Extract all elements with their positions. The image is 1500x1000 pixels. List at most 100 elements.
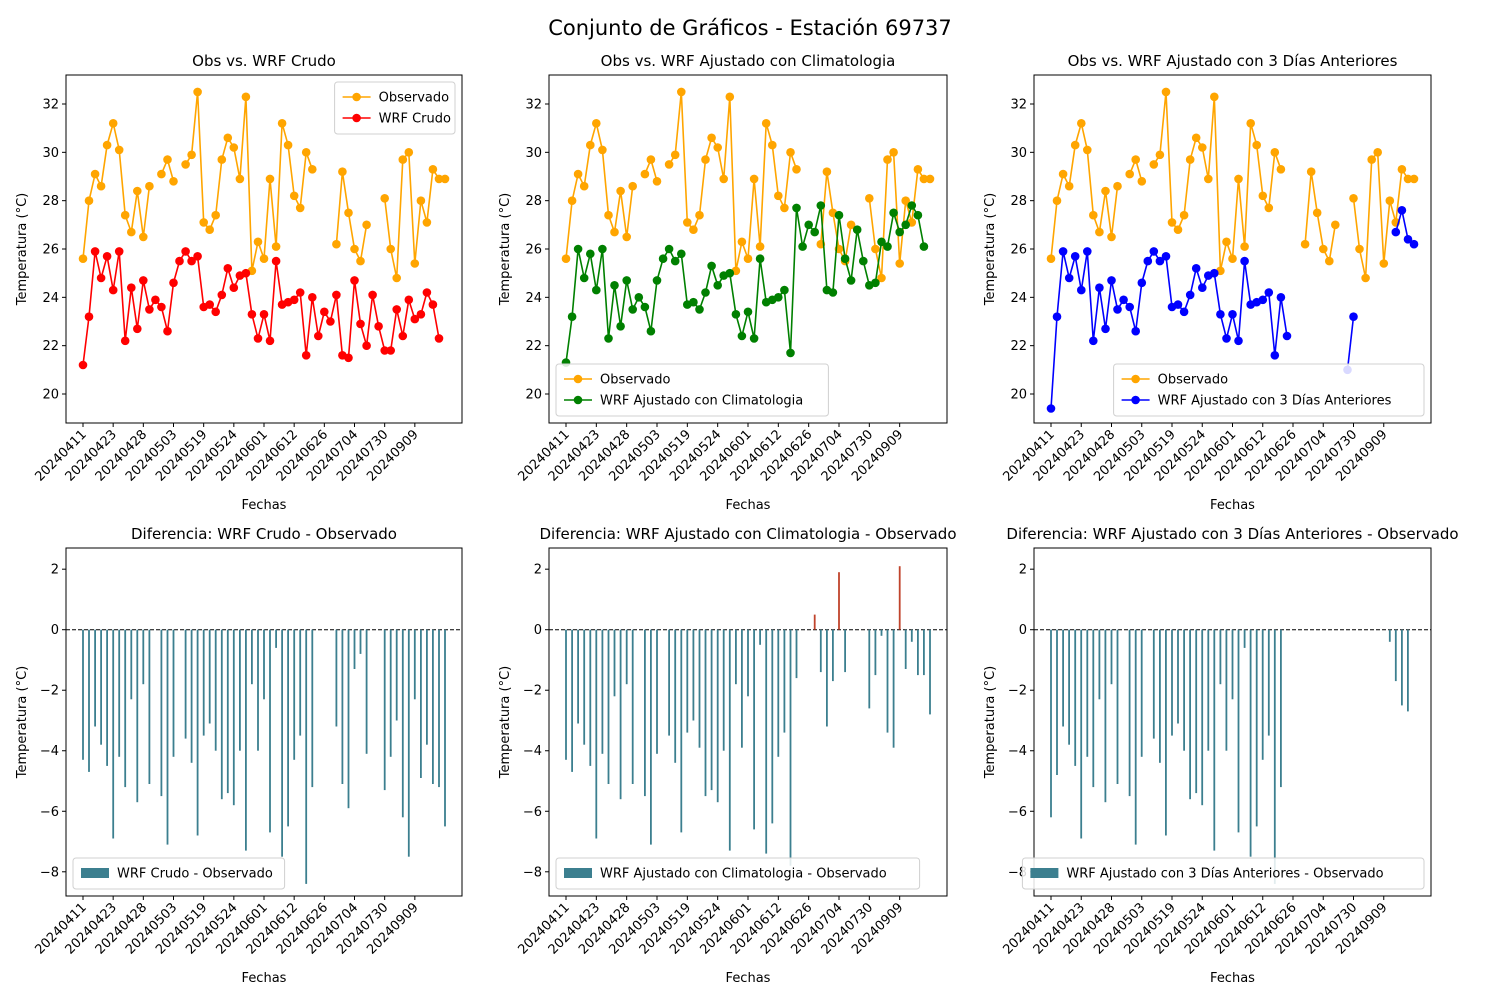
y-tick-label: 32 <box>525 98 542 113</box>
data-point <box>871 278 880 288</box>
legend-label: WRF Ajustado con Climatologia <box>600 394 803 409</box>
data-point <box>1379 259 1389 268</box>
y-tick-label: −4 <box>40 744 59 759</box>
data-point <box>1179 210 1189 220</box>
legend-marker <box>352 92 361 102</box>
data-point <box>314 331 323 341</box>
data-point <box>392 273 402 283</box>
data-point <box>610 227 619 237</box>
bar <box>299 629 302 736</box>
data-point <box>1331 220 1340 230</box>
data-point <box>1077 119 1086 128</box>
y-tick-label: 26 <box>525 243 542 258</box>
data-point <box>1046 404 1056 413</box>
data-point <box>1052 312 1062 322</box>
series-line <box>1346 316 1355 370</box>
bar <box>166 629 169 845</box>
bar <box>1219 629 1222 685</box>
y-tick-label: −6 <box>40 805 59 820</box>
data-point <box>344 208 353 218</box>
y-tick-label: 2 <box>534 563 542 578</box>
data-point <box>1228 310 1237 319</box>
data-point <box>1258 295 1268 305</box>
bar <box>239 629 241 751</box>
data-point <box>1185 290 1195 300</box>
data-point <box>416 310 426 319</box>
data-point <box>622 276 631 285</box>
series-line <box>1050 123 1119 259</box>
data-point <box>871 244 880 254</box>
data-point <box>780 203 789 213</box>
data-point <box>640 169 650 179</box>
data-point <box>622 232 631 242</box>
data-point <box>193 87 202 97</box>
data-point <box>271 256 281 266</box>
data-point <box>1185 155 1195 164</box>
legend-box <box>72 857 286 890</box>
chart-panel-1: Obs vs. WRF Crudo20222426283032202404112… <box>15 52 463 513</box>
data-point <box>1228 254 1237 263</box>
data-point <box>755 254 765 263</box>
y-tick-label: 26 <box>1010 243 1027 258</box>
bar <box>838 572 840 630</box>
bar <box>82 629 84 760</box>
bar <box>383 629 386 791</box>
data-point <box>320 307 329 317</box>
data-point <box>737 331 747 341</box>
bar <box>136 629 139 803</box>
data-point <box>398 155 408 164</box>
series-line <box>1050 249 1288 409</box>
data-point <box>834 210 844 220</box>
data-point <box>332 239 341 249</box>
data-point <box>1052 196 1062 205</box>
bar <box>722 629 725 751</box>
data-point <box>133 186 142 196</box>
data-point <box>253 237 263 247</box>
bar <box>245 629 247 851</box>
axes-frame <box>65 74 463 424</box>
data-point <box>259 310 269 319</box>
data-point <box>127 283 136 293</box>
series-2 <box>78 247 444 370</box>
bar <box>759 629 761 645</box>
y-tick-label: 20 <box>525 388 542 403</box>
bar <box>426 629 428 745</box>
legend-marker <box>1131 374 1140 384</box>
data-point <box>701 288 710 297</box>
data-point <box>1155 256 1165 266</box>
bar <box>293 629 296 760</box>
data-point <box>1095 227 1104 237</box>
data-point <box>913 165 923 174</box>
series-line <box>1304 171 1337 264</box>
data-point <box>1300 239 1310 249</box>
bar <box>844 629 846 673</box>
axes-frame <box>548 74 948 424</box>
data-point <box>604 210 613 220</box>
data-point <box>1373 148 1382 157</box>
data-point <box>289 191 299 201</box>
bar <box>1140 629 1143 757</box>
chart-title: Diferencia: WRF Ajustado con Climatologi… <box>539 525 956 543</box>
y-tick-label: 22 <box>525 339 542 354</box>
data-point <box>350 244 359 254</box>
data-point <box>755 242 765 251</box>
bar <box>1207 629 1210 751</box>
data-point <box>301 148 311 157</box>
data-point <box>1270 148 1280 157</box>
data-point <box>1403 174 1413 184</box>
data-point <box>646 155 656 164</box>
bar <box>601 629 604 754</box>
bar <box>94 629 96 727</box>
bar <box>432 629 434 784</box>
legend-swatch <box>1030 868 1059 878</box>
data-point <box>573 244 583 254</box>
data-point <box>780 285 789 295</box>
series-line <box>1153 91 1282 271</box>
data-point <box>434 174 444 184</box>
bar <box>656 629 658 754</box>
data-point <box>199 218 208 227</box>
data-point <box>701 155 710 164</box>
data-point <box>241 92 251 102</box>
legend-label: WRF Ajustado con 3 Días Anteriores <box>1158 394 1392 409</box>
bar <box>275 629 277 648</box>
